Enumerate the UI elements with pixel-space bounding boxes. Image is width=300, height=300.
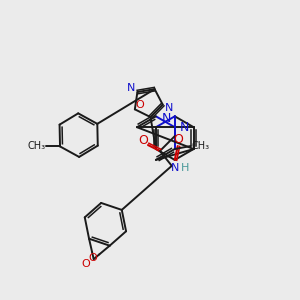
Text: O: O bbox=[135, 100, 144, 110]
Text: O: O bbox=[138, 134, 148, 147]
Text: N: N bbox=[127, 83, 136, 93]
Text: N: N bbox=[171, 163, 179, 173]
Text: CH₃: CH₃ bbox=[191, 141, 210, 151]
Text: O: O bbox=[89, 253, 98, 263]
Text: H: H bbox=[181, 163, 189, 173]
Text: N: N bbox=[180, 121, 189, 134]
Text: O: O bbox=[173, 133, 183, 146]
Text: N: N bbox=[162, 112, 172, 125]
Text: O: O bbox=[82, 259, 90, 269]
Text: CH₃: CH₃ bbox=[27, 141, 45, 152]
Text: N: N bbox=[164, 103, 173, 112]
